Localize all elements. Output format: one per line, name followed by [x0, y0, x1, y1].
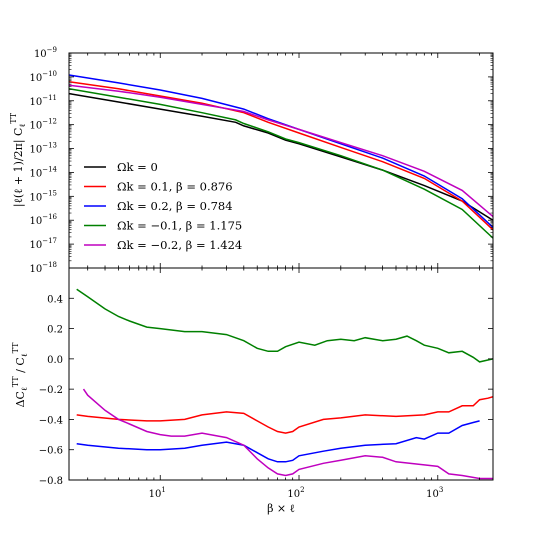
top-panel: 10−18 10−17 10−16 10−15 10−14 10−13 10−12 10−11… — [9, 46, 494, 275]
top-y-tick-label-0: 10−18 — [29, 261, 57, 275]
top-series-line-1 — [69, 80, 493, 231]
top-y-tick-label-6: 10−12 — [29, 118, 57, 132]
top-y-tick-label-1: 10−17 — [29, 237, 57, 251]
bottom-series-group — [76, 288, 493, 480]
bottom-y-axis-label-slash: / — [14, 366, 27, 377]
top-y-tick-label-9: 10−9 — [34, 46, 57, 60]
bottom-y-tick-label-5: 0.2 — [47, 325, 63, 336]
top-series-line-3 — [69, 88, 493, 239]
bottom-series-line-3 — [82, 388, 493, 480]
legend-label-k-0-2-0-784: Ωk = 0.2, β = 0.784 — [117, 199, 233, 213]
bottom-x-axis-label: β × ℓ — [267, 502, 295, 515]
bottom-series-line-0 — [76, 288, 493, 363]
bottom-plot-frame — [68, 267, 494, 481]
top-y-tick-label-5: 10−13 — [29, 142, 57, 156]
top-y-axis-label-main: |ℓ(ℓ + 1)/2π| C — [12, 128, 26, 208]
top-y-tick-label-4: 10−14 — [29, 165, 57, 179]
bottom-y-axis-label-den: C — [14, 357, 27, 365]
bottom-y-axis-label-sub: ℓ — [20, 387, 29, 391]
top-series-line-4 — [69, 84, 493, 218]
bottom-y-tick-label-1: −0.6 — [39, 446, 63, 457]
top-y-tick-label-8: 10−10 — [29, 70, 57, 84]
bottom-x-tick-label-1: 102 — [287, 486, 304, 500]
bottom-y-tick-label-6: 0.4 — [47, 294, 63, 305]
bottom-y-tick-label-0: −0.8 — [39, 476, 63, 487]
legend-label-k-0: Ωk = 0 — [117, 160, 158, 174]
bottom-y-axis-label-main: ΔC — [14, 391, 27, 407]
top-y-tick-label-7: 10−11 — [29, 94, 57, 108]
bottom-x-tick-label-2: 103 — [426, 486, 443, 500]
top-y-axis-label: |ℓ(ℓ + 1)/2π| CℓTT — [9, 112, 27, 207]
bottom-y-axis-label-sup: TT — [11, 376, 20, 387]
bottom-series-line-1 — [76, 395, 493, 434]
bottom-x-tick-label-0: 101 — [149, 486, 166, 500]
top-y-axis-label-sub: ℓ — [18, 124, 27, 128]
legend-label-k-0-1-1-175: Ωk = −0.1, β = 1.175 — [117, 219, 242, 233]
bottom-y-axis-label-den-sup: TT — [11, 342, 20, 353]
legend-label-k-0-1-0-876: Ωk = 0.1, β = 0.876 — [117, 180, 233, 194]
top-y-axis-label-sup: TT — [9, 112, 18, 123]
bottom-y-axis-label: ΔCℓTT / CℓTT — [11, 342, 29, 408]
top-series-line-0 — [69, 92, 493, 221]
bottom-panel: 101 102 103−0.8−0.6−0.4−0.20.00.20.4 ΔCℓTT… — [11, 267, 494, 515]
legend-label-k-0-2-1-424: Ωk = −0.2, β = 1.424 — [117, 238, 242, 252]
bottom-series-line-2 — [76, 420, 480, 463]
bottom-y-axis-label-den-sub: ℓ — [20, 353, 29, 357]
top-y-tick-label-2: 10−16 — [29, 213, 57, 227]
top-y-tick-label-3: 10−15 — [29, 189, 57, 203]
bottom-y-tick-label-3: −0.2 — [39, 385, 63, 396]
bottom-y-tick-label-2: −0.4 — [39, 415, 63, 426]
bottom-y-tick-label-4: 0.0 — [47, 355, 63, 366]
legend: Ωk = 0 Ωk = 0.1, β = 0.876 Ωk = 0.2, β = 0… — [84, 160, 242, 252]
top-series-group — [69, 74, 493, 239]
